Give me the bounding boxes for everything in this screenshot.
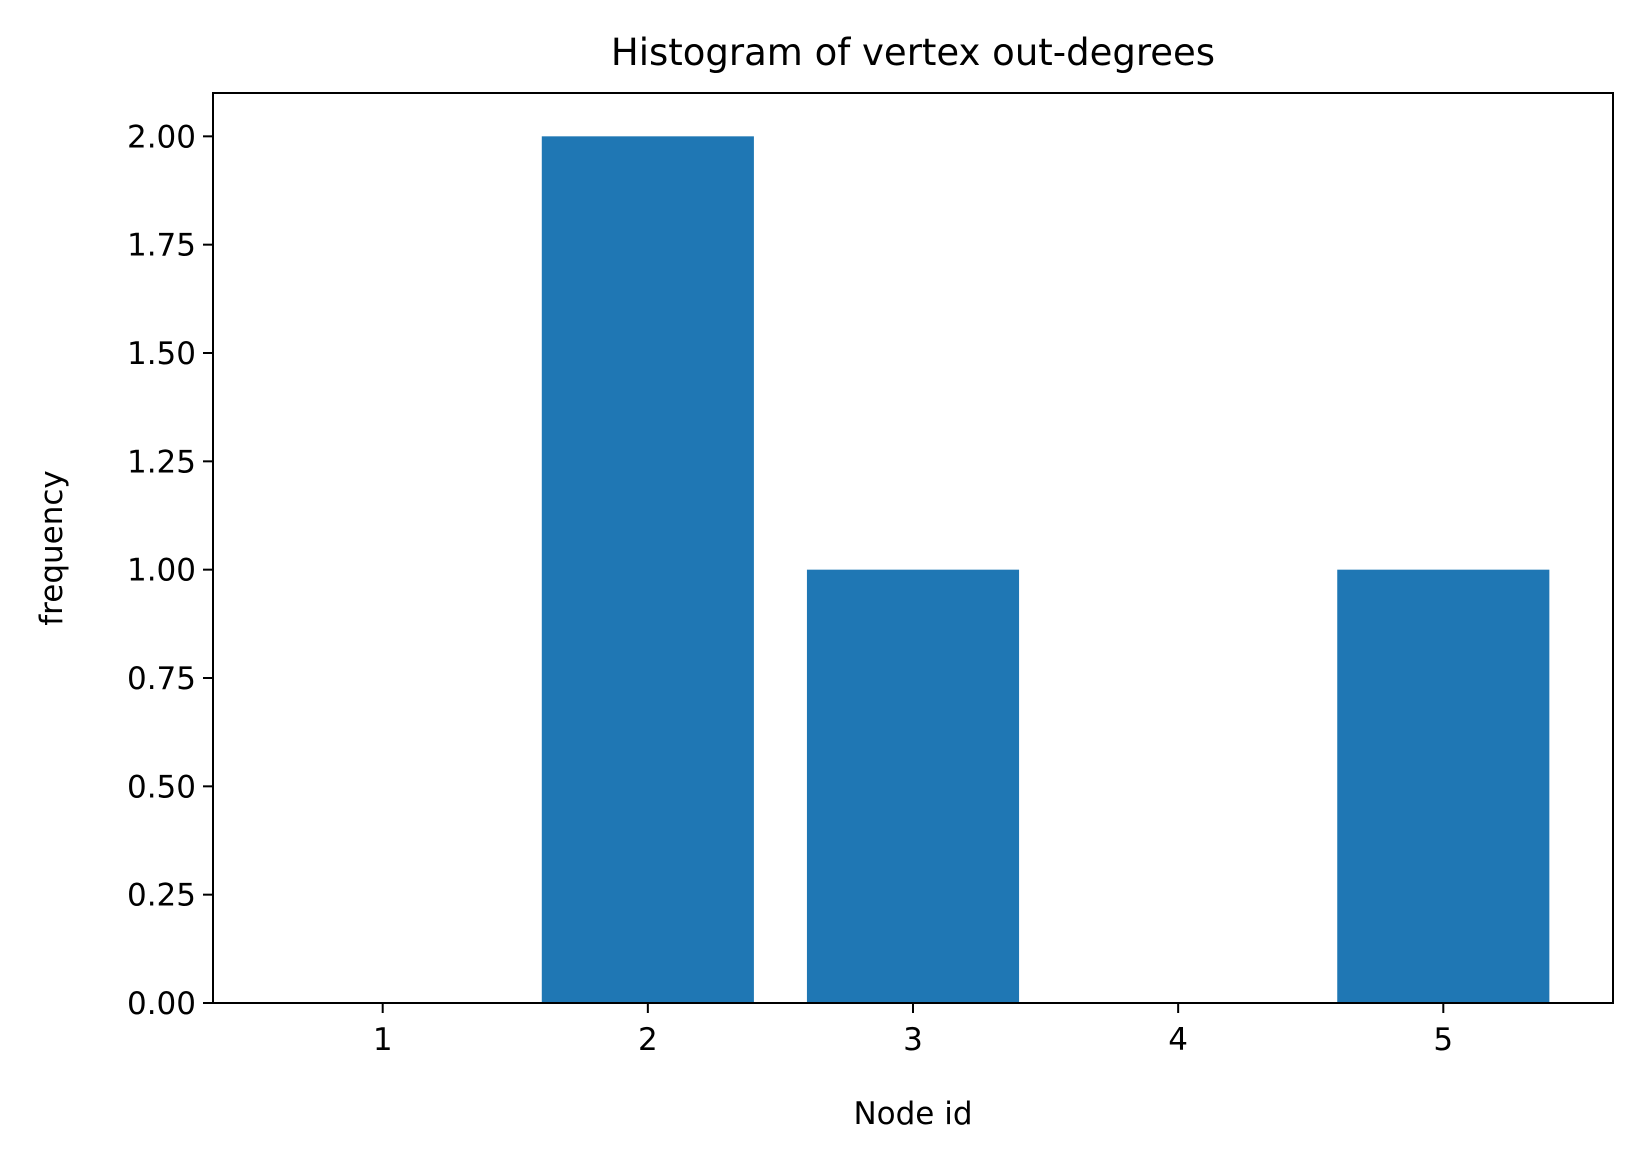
x-tick-label: 2 <box>638 1022 658 1058</box>
y-tick-label: 0.00 <box>127 986 196 1022</box>
y-tick-label: 0.25 <box>127 878 196 914</box>
y-tick-label: 0.50 <box>127 769 196 805</box>
y-ticks: 0.00 0.25 0.50 0.75 1.00 1.25 1.50 1.75 2.00 <box>127 119 213 1022</box>
bars-layer <box>541 136 1550 1003</box>
y-tick-label: 1.75 <box>127 228 196 264</box>
y-axis-label: frequency <box>34 470 70 625</box>
y-tick-label: 1.25 <box>127 444 196 480</box>
bar-node-3 <box>806 569 1020 1003</box>
x-tick-label: 3 <box>903 1022 923 1058</box>
x-axis-label: Node id <box>853 1096 972 1132</box>
x-tick-label: 1 <box>373 1022 393 1058</box>
bar-node-2 <box>541 136 754 1003</box>
chart-title: Histogram of vertex out-degrees <box>611 31 1215 74</box>
x-tick-label: 5 <box>1433 1022 1453 1058</box>
y-tick-label: 0.75 <box>127 661 196 697</box>
bar-node-5 <box>1337 569 1550 1003</box>
plot-frame <box>212 92 1614 1004</box>
y-tick-label: 1.50 <box>127 336 196 372</box>
x-tick-label: 4 <box>1168 1022 1188 1058</box>
y-tick-label: 2.00 <box>127 119 196 155</box>
y-tick-label: 1.00 <box>127 553 196 589</box>
x-ticks: 1 2 3 4 5 <box>373 1003 1453 1058</box>
